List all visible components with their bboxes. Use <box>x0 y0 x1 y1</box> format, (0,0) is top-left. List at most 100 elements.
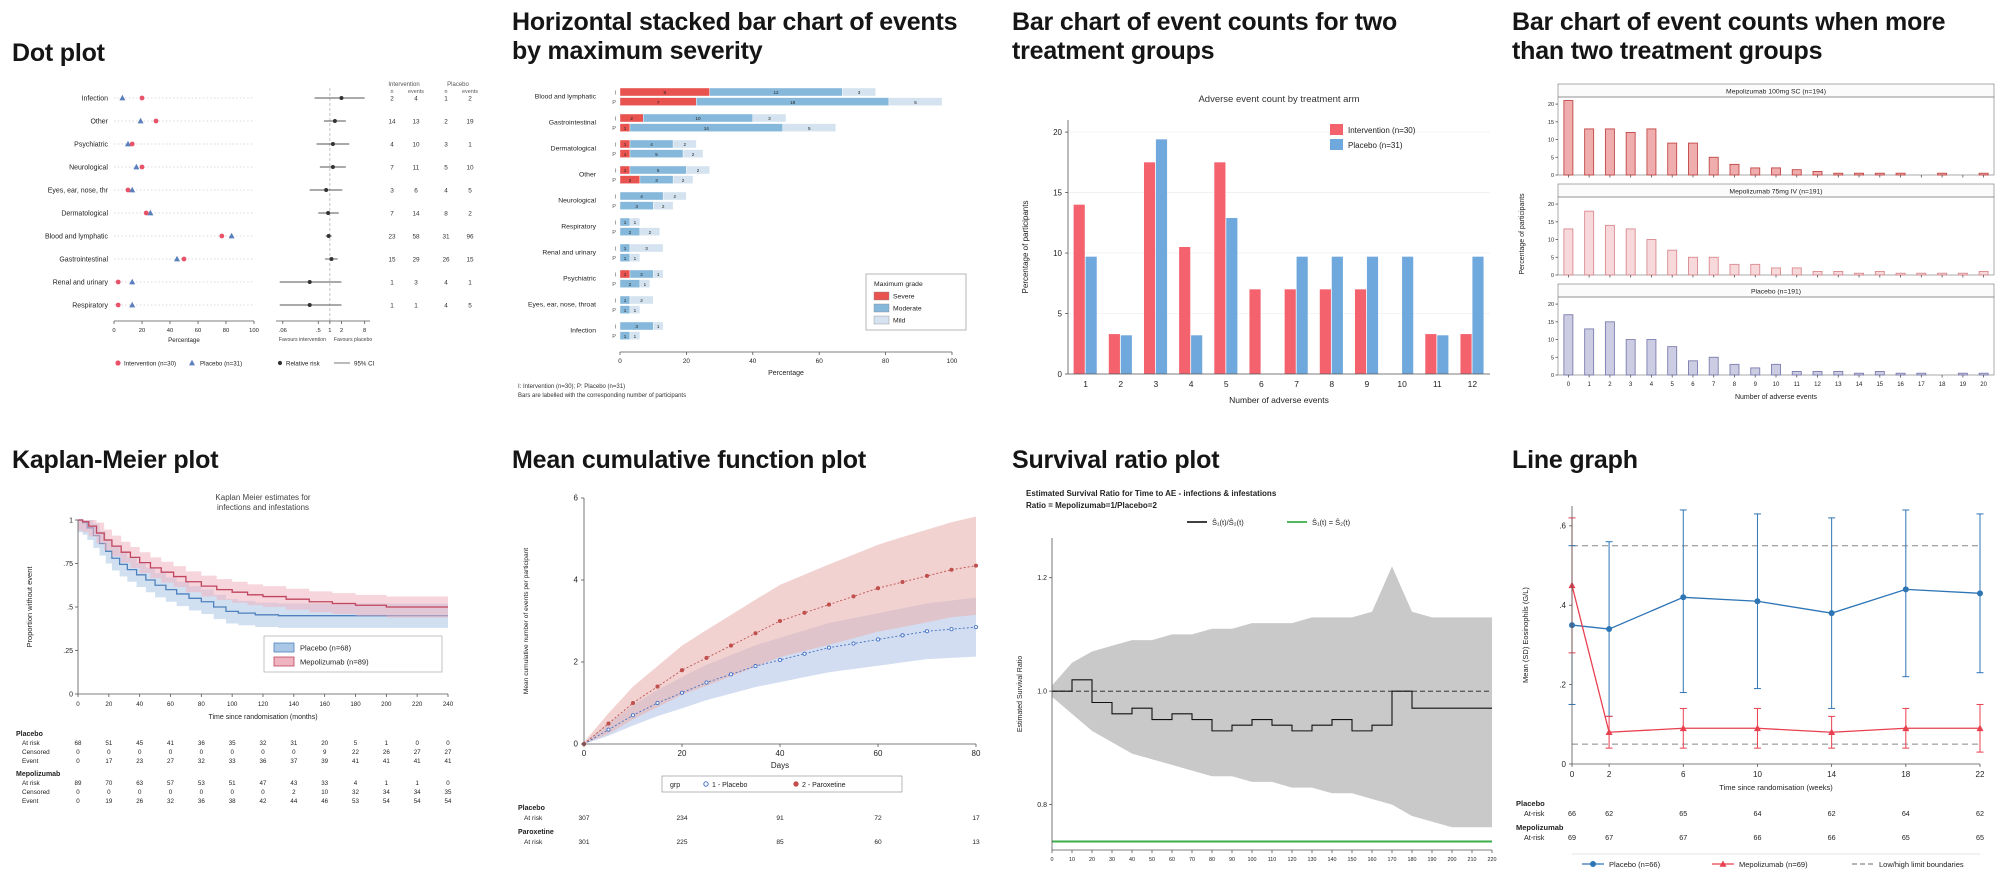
svg-text:150: 150 <box>1348 857 1357 863</box>
svg-text:3: 3 <box>645 246 648 251</box>
svg-text:P: P <box>612 256 616 262</box>
svg-text:33: 33 <box>229 758 236 765</box>
svg-text:1.2: 1.2 <box>1037 575 1047 582</box>
svg-text:6: 6 <box>574 494 579 503</box>
arm-panel-1: Mepolizumab 75mg IV (n=191) 0 5 10 15 20 <box>1548 183 1995 279</box>
mcf-legend: grp 1 - Placebo 2 - Paroxetine <box>661 775 903 793</box>
panel-title-mcf: Mean cumulative function plot <box>512 445 866 474</box>
svg-text:At risk: At risk <box>22 780 41 787</box>
svg-text:89: 89 <box>75 780 82 787</box>
svg-text:1: 1 <box>1587 382 1591 388</box>
svg-text:26: 26 <box>383 749 390 756</box>
svg-text:41: 41 <box>414 758 421 765</box>
svg-text:19: 19 <box>1960 382 1967 388</box>
svg-text:0: 0 <box>618 358 622 365</box>
svg-text:31: 31 <box>290 740 297 747</box>
svg-text:1: 1 <box>624 256 627 261</box>
svg-text:5: 5 <box>1551 355 1554 361</box>
svg-text:Mepolizumab: Mepolizumab <box>1516 823 1564 832</box>
multi-panel-bar-chart: Mepolizumab 100mg SC (n=194)05101520Mepo… <box>1519 83 1995 401</box>
svg-text:36: 36 <box>198 798 205 805</box>
svg-text:234: 234 <box>676 815 687 822</box>
svg-text:40: 40 <box>749 358 757 365</box>
svg-text:200: 200 <box>1448 857 1457 863</box>
svg-text:2: 2 <box>390 95 394 102</box>
svg-text:14: 14 <box>1856 382 1863 388</box>
svg-text:.5: .5 <box>67 605 73 612</box>
svg-text:4: 4 <box>1650 382 1654 388</box>
svg-text:Mepolizumab: Mepolizumab <box>16 771 60 778</box>
svg-text:.25: .25 <box>63 648 73 655</box>
svg-text:64: 64 <box>1902 809 1910 818</box>
svg-text:60: 60 <box>195 328 201 334</box>
svg-text:1: 1 <box>624 126 627 131</box>
svg-text:3: 3 <box>655 178 658 183</box>
svg-text:2: 2 <box>468 95 472 102</box>
svg-text:0: 0 <box>1551 273 1554 279</box>
svg-text:13: 13 <box>1835 382 1842 388</box>
svg-text:0: 0 <box>1562 760 1567 769</box>
svg-text:2: 2 <box>640 298 643 303</box>
svg-text:Placebo (n=31): Placebo (n=31) <box>200 361 242 368</box>
svg-text:62: 62 <box>1976 809 1984 818</box>
svg-text:4: 4 <box>574 576 579 585</box>
svg-text:240: 240 <box>443 701 454 708</box>
svg-text:12: 12 <box>1468 379 1478 389</box>
svg-text:1: 1 <box>624 272 627 277</box>
svg-text:12: 12 <box>1814 382 1821 388</box>
svg-text:I: I <box>614 220 616 226</box>
svg-text:I: Intervention (n=30); P: Pla: I: Intervention (n=30); P: Placebo (n=31… <box>518 384 625 390</box>
line-graph-chart: 0 .2 .4 .6 Mean (SD) Eosinophils (G/L) 0 2 6 10 1… <box>1516 506 1985 869</box>
svg-text:.06: .06 <box>279 328 287 334</box>
panel-mean-cumulative-function: Mean cumulative function plot 0 2 4 6 Mean c… <box>500 430 1000 888</box>
svg-text:4: 4 <box>414 95 418 102</box>
svg-text:16: 16 <box>1897 382 1904 388</box>
svg-text:190: 190 <box>1428 857 1437 863</box>
panel-title-line-graph: Line graph <box>1512 445 1638 474</box>
svg-text:0: 0 <box>138 749 142 756</box>
svg-text:40: 40 <box>1129 857 1135 863</box>
svg-text:2: 2 <box>629 282 632 287</box>
svg-text:Estimated Survival Ratio: Estimated Survival Ratio <box>1017 656 1024 732</box>
svg-text:225: 225 <box>676 839 687 846</box>
svg-text:Placebo (n=31): Placebo (n=31) <box>1348 141 1403 150</box>
svg-text:57: 57 <box>167 780 174 787</box>
svg-text:Infection: Infection <box>570 328 596 335</box>
svg-text:Respiratory: Respiratory <box>561 224 596 231</box>
svg-text:5: 5 <box>1551 155 1554 161</box>
svg-text:Time since randomisation (mont: Time since randomisation (months) <box>208 714 317 721</box>
svg-text:P: P <box>612 230 616 236</box>
grouped-bars: 1 2 3 4 5 6 7 8 9 10 11 12 <box>1073 139 1484 389</box>
panel-title-survival-ratio: Survival ratio plot <box>1012 445 1220 474</box>
svg-text:0: 0 <box>169 749 173 756</box>
svg-text:10: 10 <box>1069 857 1075 863</box>
svg-text:41: 41 <box>383 758 390 765</box>
svg-text:5: 5 <box>468 302 472 309</box>
svg-text:160: 160 <box>1368 857 1377 863</box>
svg-text:Low/high limit boundaries: Low/high limit boundaries <box>1879 860 1964 869</box>
svg-text:0: 0 <box>1567 382 1571 388</box>
svg-text:20: 20 <box>139 328 145 334</box>
svg-text:2: 2 <box>630 116 633 121</box>
svg-text:4: 4 <box>640 194 643 199</box>
svg-text:220: 220 <box>1488 857 1497 863</box>
svg-text:63: 63 <box>136 780 143 787</box>
svg-text:Gastrointestinal: Gastrointestinal <box>59 256 108 263</box>
svg-text:Placebo (n=191): Placebo (n=191) <box>1751 288 1801 295</box>
svg-text:3: 3 <box>414 279 418 286</box>
svg-text:14: 14 <box>412 210 420 217</box>
svg-text:1: 1 <box>468 141 472 148</box>
svg-text:2: 2 <box>1608 382 1612 388</box>
svg-text:Mepolizumab 75mg IV (n=191): Mepolizumab 75mg IV (n=191) <box>1729 188 1822 195</box>
svg-text:1: 1 <box>328 328 331 334</box>
svg-text:10: 10 <box>1548 138 1554 144</box>
km-series-1 <box>78 519 448 618</box>
panel-header-multi-group-bar: Bar chart of event counts when more than… <box>1512 8 1992 74</box>
svg-text:Mepolizumab (n=89): Mepolizumab (n=89) <box>300 658 369 667</box>
svg-text:96: 96 <box>466 233 474 240</box>
svg-text:grp: grp <box>670 782 680 789</box>
svg-text:65: 65 <box>1902 833 1910 842</box>
svg-text:15: 15 <box>466 256 474 263</box>
svg-text:Bars are labelled with the cor: Bars are labelled with the corresponding… <box>518 393 686 399</box>
